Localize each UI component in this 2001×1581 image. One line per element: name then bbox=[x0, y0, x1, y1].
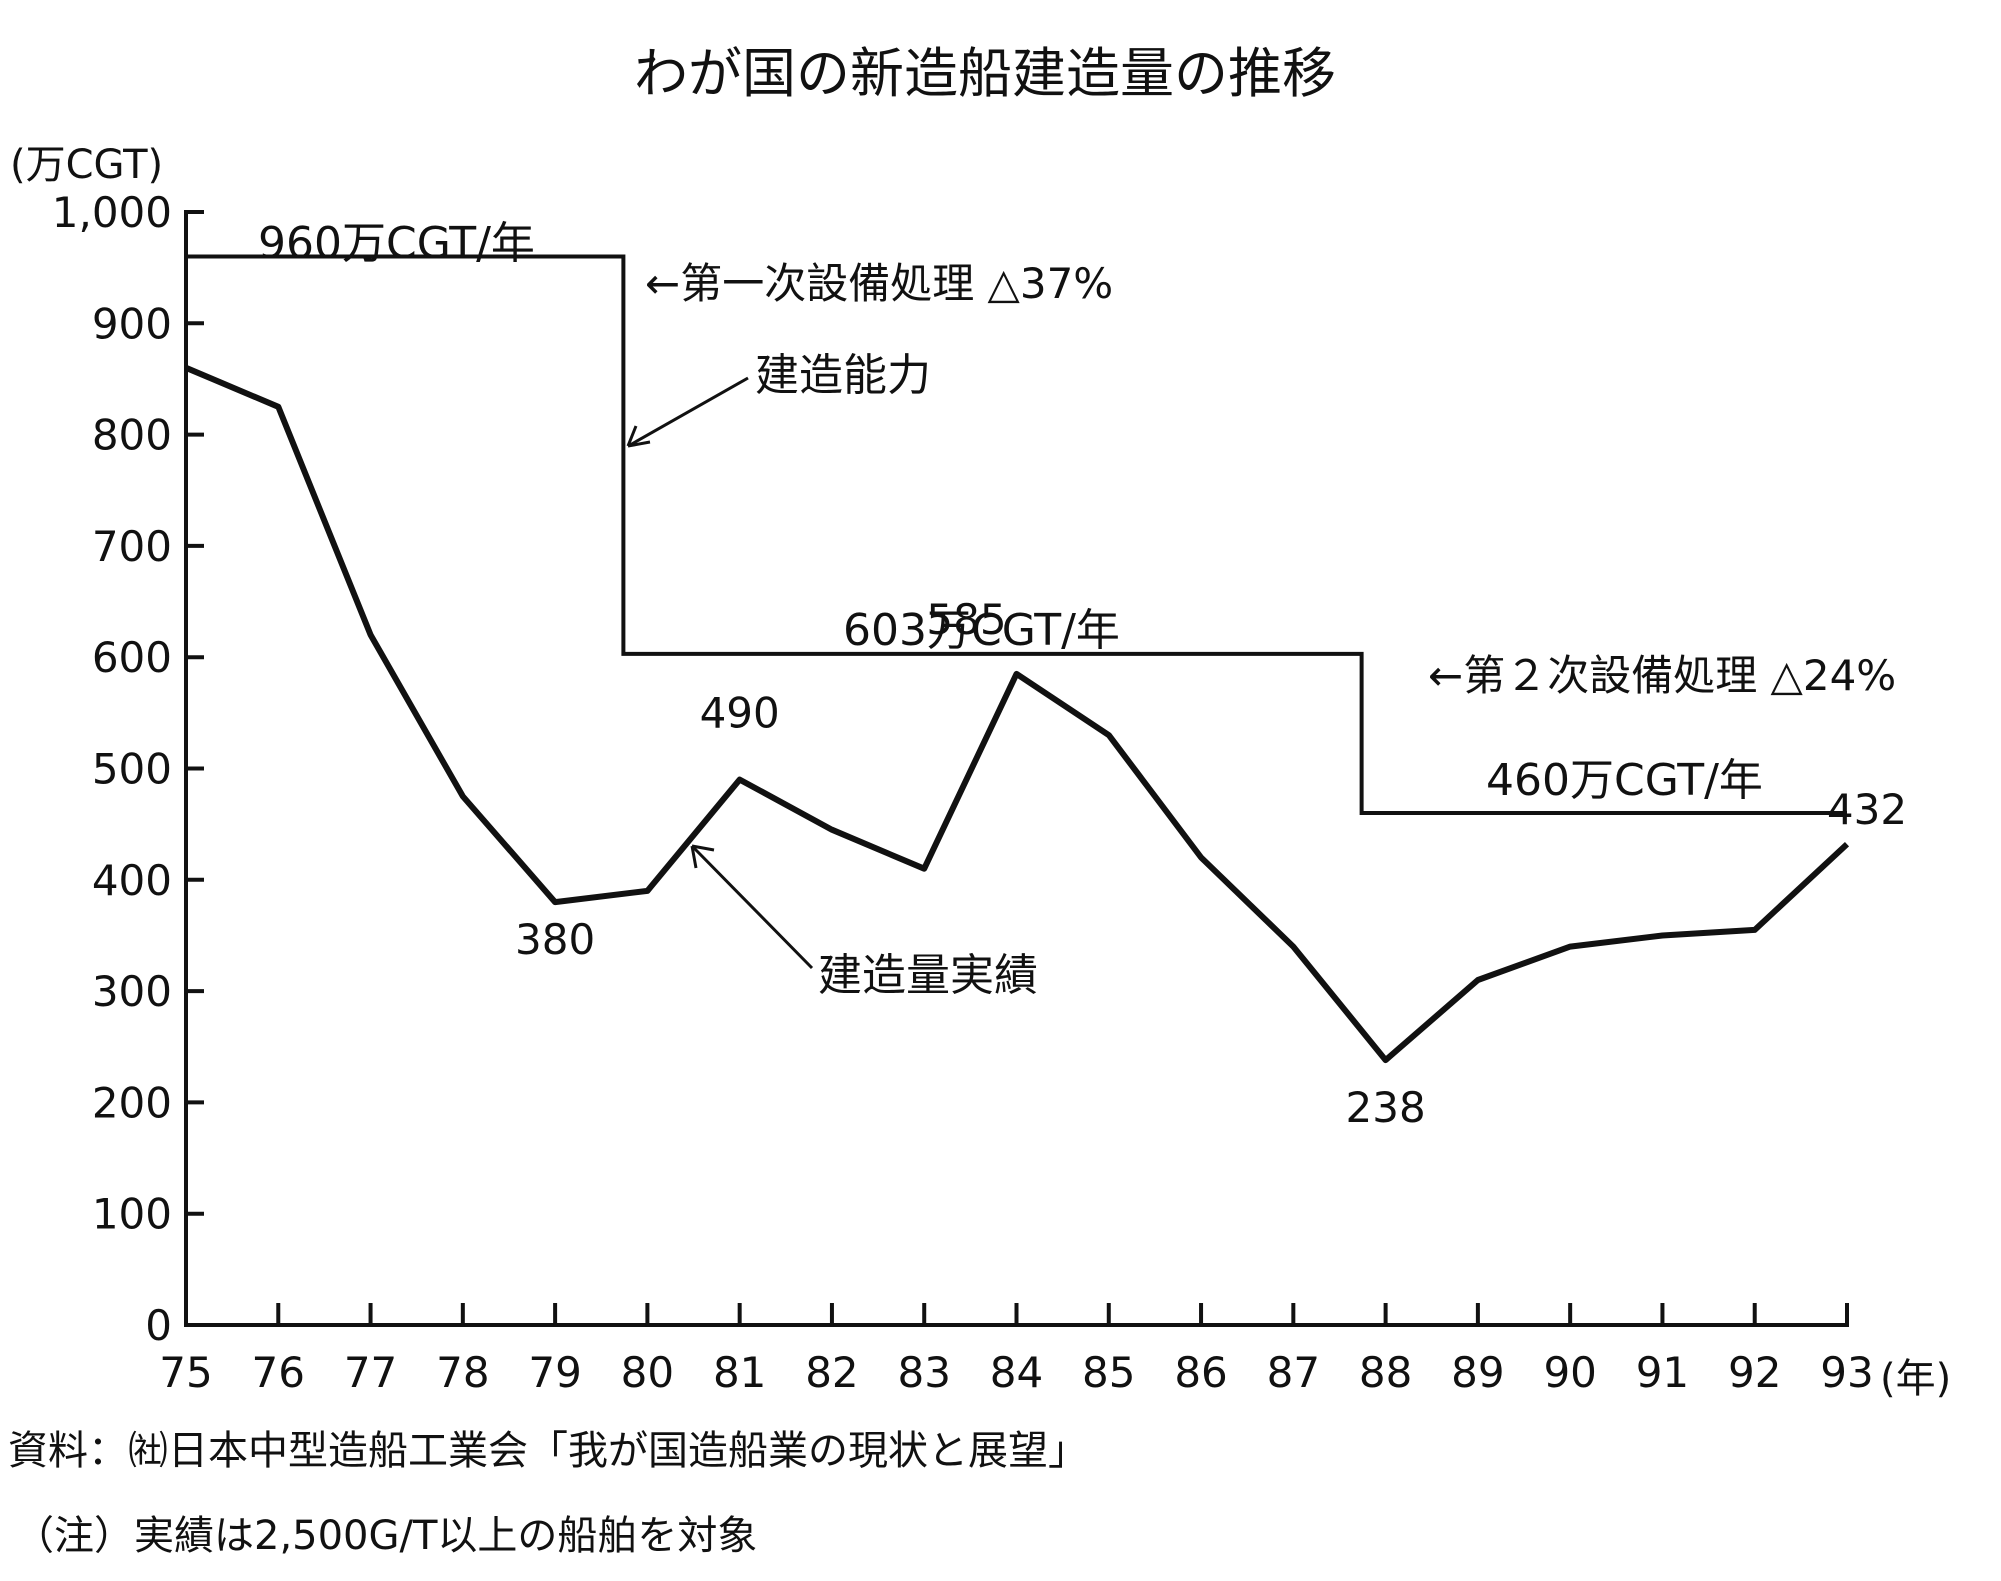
x-tick-label: 84 bbox=[990, 1348, 1043, 1397]
capacity-arrowhead bbox=[626, 425, 651, 448]
capacity-series-label: 建造能力 bbox=[755, 350, 931, 401]
x-tick-label: 89 bbox=[1451, 1348, 1504, 1397]
y-tick-label: 700 bbox=[92, 522, 172, 571]
y-tick-label: 400 bbox=[92, 856, 172, 905]
y-tick-label: 600 bbox=[92, 633, 172, 682]
source-note: 資料：㈳日本中型造船工業会「我が国造船業の現状と展望」 bbox=[8, 1428, 1088, 1474]
capacity-460-label: 460万CGT/年 bbox=[1486, 755, 1763, 806]
y-tick-label: 500 bbox=[92, 745, 172, 794]
capacity-arrow bbox=[629, 376, 749, 447]
x-tick-label: 85 bbox=[1082, 1348, 1135, 1397]
capacity-603-label: 603万CGT/年 bbox=[843, 605, 1120, 656]
data-label: 432 bbox=[1827, 785, 1907, 834]
x-tick-label: 83 bbox=[897, 1348, 950, 1397]
y-tick-label: 200 bbox=[92, 1078, 172, 1127]
capacity-960-label: 960万CGT/年 bbox=[258, 218, 535, 269]
x-tick-label: 82 bbox=[805, 1348, 858, 1397]
x-tick-label: 81 bbox=[713, 1348, 766, 1397]
first-disposal-annotation: ←第一次設備処理 △37% bbox=[645, 259, 1113, 308]
x-tick-label: 86 bbox=[1174, 1348, 1227, 1397]
x-tick-label: 91 bbox=[1636, 1348, 1689, 1397]
actual-arrow bbox=[692, 846, 814, 970]
chart: わが国の新造船建造量の推移 (万CGT) (年) 0 100 200 300 400 50… bbox=[10, 42, 1951, 1400]
data-label: 585 bbox=[926, 595, 1006, 644]
x-tick-label: 78 bbox=[436, 1348, 489, 1397]
second-disposal-annotation: ←第２次設備処理 △24% bbox=[1428, 651, 1896, 700]
x-tick-label: 92 bbox=[1728, 1348, 1781, 1397]
data-label: 380 bbox=[515, 915, 595, 964]
actual-series-label: 建造量実績 bbox=[818, 950, 1038, 1001]
remark-note: （注）実績は2,500G/T以上の船舶を対象 bbox=[14, 1513, 758, 1559]
x-tick-label: 77 bbox=[344, 1348, 397, 1397]
x-tick-label: 79 bbox=[528, 1348, 581, 1397]
x-tick-label: 93 bbox=[1820, 1348, 1873, 1397]
y-tick-label: 800 bbox=[92, 411, 172, 460]
x-tick-label: 87 bbox=[1267, 1348, 1320, 1397]
y-tick-label: 0 bbox=[145, 1301, 172, 1350]
x-tick-label: 88 bbox=[1359, 1348, 1412, 1397]
x-tick-label: 76 bbox=[252, 1348, 305, 1397]
x-tick-label: 75 bbox=[159, 1348, 212, 1397]
x-tick-label: 80 bbox=[621, 1348, 674, 1397]
y-tick-label: 1,000 bbox=[52, 188, 172, 237]
y-tick-label: 900 bbox=[92, 299, 172, 348]
x-tick-label: 90 bbox=[1543, 1348, 1596, 1397]
data-label: 490 bbox=[700, 689, 780, 738]
data-label: 238 bbox=[1346, 1083, 1426, 1132]
chart-title: わが国の新造船建造量の推移 bbox=[634, 42, 1336, 105]
actual-arrowhead bbox=[690, 844, 715, 869]
x-axis-label: (年) bbox=[1880, 1356, 1951, 1400]
y-tick-label: 300 bbox=[92, 967, 172, 1016]
capacity-line bbox=[186, 254, 1847, 816]
y-tick-label: 100 bbox=[92, 1190, 172, 1239]
actual-line bbox=[184, 365, 1850, 1064]
y-axis-label: (万CGT) bbox=[10, 142, 163, 188]
